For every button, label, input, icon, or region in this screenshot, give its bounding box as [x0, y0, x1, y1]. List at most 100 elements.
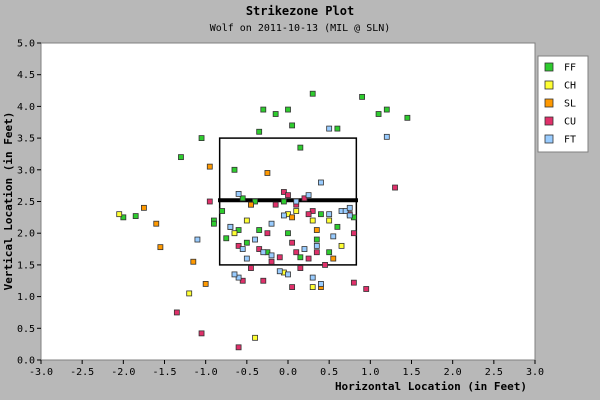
y-tick-label: 1.0 — [17, 292, 35, 303]
pitch-point-sl — [141, 204, 147, 211]
pitch-point-ff — [178, 154, 184, 161]
pitch-point-ft — [252, 236, 258, 243]
pitch-point-ff — [256, 227, 263, 233]
pitch-point-ff — [132, 213, 139, 219]
pitch-point-ch — [252, 334, 258, 341]
pitch-point-sl — [190, 258, 197, 265]
pitch-point-ff — [375, 111, 382, 117]
pitch-point-ft — [313, 242, 320, 249]
legend-label-ft: FT — [564, 135, 576, 146]
x-tick-label: 1.5 — [402, 367, 420, 378]
pitch-point-ch — [116, 211, 123, 218]
pitch-point-cu — [272, 201, 279, 208]
x-tick-label: 2.5 — [485, 367, 503, 378]
pitch-point-sl — [202, 281, 209, 287]
x-tick-label: -3.0 — [29, 367, 53, 378]
pitch-point-cu — [276, 254, 283, 261]
pitch-point-ch — [293, 208, 300, 214]
pitch-point-sl — [313, 227, 320, 233]
legend-label-cu: CU — [564, 117, 576, 128]
pitch-point-ff — [318, 211, 324, 218]
chart-subtitle: Wolf on 2011-10-13 (MIL @ SLN) — [210, 23, 391, 34]
pitch-point-ft — [231, 271, 238, 278]
pitch-point-cu — [264, 230, 271, 237]
pitch-point-ft — [305, 192, 312, 199]
pitch-point-ff — [285, 106, 291, 113]
pitch-point-ff — [256, 128, 263, 135]
pitch-point-ff — [404, 114, 411, 121]
pitch-point-cu — [350, 230, 357, 237]
pitch-point-cu — [260, 277, 267, 284]
pitch-point-ff — [383, 106, 390, 113]
pitch-point-cu — [239, 277, 246, 284]
pitch-point-cu — [392, 184, 398, 191]
x-tick-label: 0.0 — [279, 367, 297, 378]
pitch-point-ch — [326, 217, 333, 224]
pitch-point-ft — [301, 246, 308, 252]
pitch-point-sl — [248, 201, 254, 208]
pitch-point-ft — [285, 271, 291, 278]
pitch-point-ff — [297, 144, 304, 151]
pitch-point-cu — [313, 249, 320, 256]
pitch-point-ff — [272, 111, 279, 117]
pitch-point-ff — [309, 90, 316, 97]
pitch-point-cu — [309, 208, 316, 214]
pitch-point-ch — [231, 230, 238, 237]
pitch-point-cu — [198, 330, 205, 337]
pitch-point-ch — [186, 290, 193, 297]
series-ff — [120, 90, 411, 261]
pitch-point-cu — [289, 284, 296, 290]
pitch-point-ft — [383, 133, 390, 140]
pitch-point-cu — [350, 279, 357, 286]
x-tick-label: -2.5 — [70, 367, 94, 378]
pitch-point-ch — [243, 217, 250, 224]
pitch-point-ft — [346, 212, 353, 219]
y-tick-label: 4.0 — [17, 102, 35, 113]
pitch-point-ff — [231, 166, 238, 173]
pitch-point-ff — [297, 254, 304, 261]
pitch-point-cu — [285, 192, 291, 199]
x-tick-label: 0.5 — [320, 367, 338, 378]
pitch-point-ff — [313, 236, 320, 243]
pitch-point-ft — [235, 274, 242, 281]
pitch-point-cu — [173, 309, 180, 316]
pitch-point-cu — [206, 198, 213, 205]
y-tick-label: 2.5 — [17, 197, 35, 208]
pitch-point-ff — [359, 93, 366, 100]
pitch-point-cu — [305, 211, 312, 218]
series-ch — [116, 208, 345, 341]
legend-swatch-sl — [544, 98, 554, 108]
pitch-point-sl — [153, 220, 160, 227]
legend-swatch-ft — [544, 134, 554, 144]
series-ft — [194, 125, 390, 287]
x-tick-label: -0.5 — [235, 367, 259, 378]
pitch-point-ff — [198, 135, 205, 142]
pitch-point-cu — [289, 239, 296, 246]
y-tick-label: 0.0 — [17, 356, 35, 367]
pitch-point-ff — [280, 198, 287, 205]
axis-ticks: -3.0 -2.5 -2.0 -1.5 -1.0 -0.5 0.0 0.5 1.0 1.5 2.0 2… — [17, 39, 544, 379]
pitch-point-cu — [268, 258, 275, 265]
pitch-point-sl — [157, 244, 164, 251]
legend-label-sl: SL — [564, 99, 576, 110]
pitch-point-cu — [363, 286, 370, 292]
pitch-point-ft — [243, 255, 250, 262]
pitch-point-ff — [326, 249, 333, 256]
pitch-point-ft — [227, 223, 234, 230]
y-tick-label: 0.5 — [17, 324, 35, 335]
pitch-point-cu — [248, 265, 254, 271]
pitch-point-ff — [252, 198, 258, 205]
pitch-point-ff — [334, 223, 341, 230]
pitch-point-ft — [318, 281, 324, 287]
chart-title: Strikezone Plot — [246, 4, 354, 18]
pitch-point-ft — [326, 125, 333, 132]
pitch-point-sl — [264, 170, 271, 176]
legend-label-ch: CH — [564, 81, 576, 92]
legend-swatch-cu — [544, 116, 554, 126]
pitch-point-ft — [268, 220, 275, 227]
pitch-point-ft — [326, 211, 333, 218]
pitch-point-ch — [309, 284, 316, 290]
legend-swatch-ff — [544, 62, 554, 72]
legend: FF CH SL CU FT — [537, 55, 589, 153]
pitch-point-ff — [239, 195, 246, 202]
